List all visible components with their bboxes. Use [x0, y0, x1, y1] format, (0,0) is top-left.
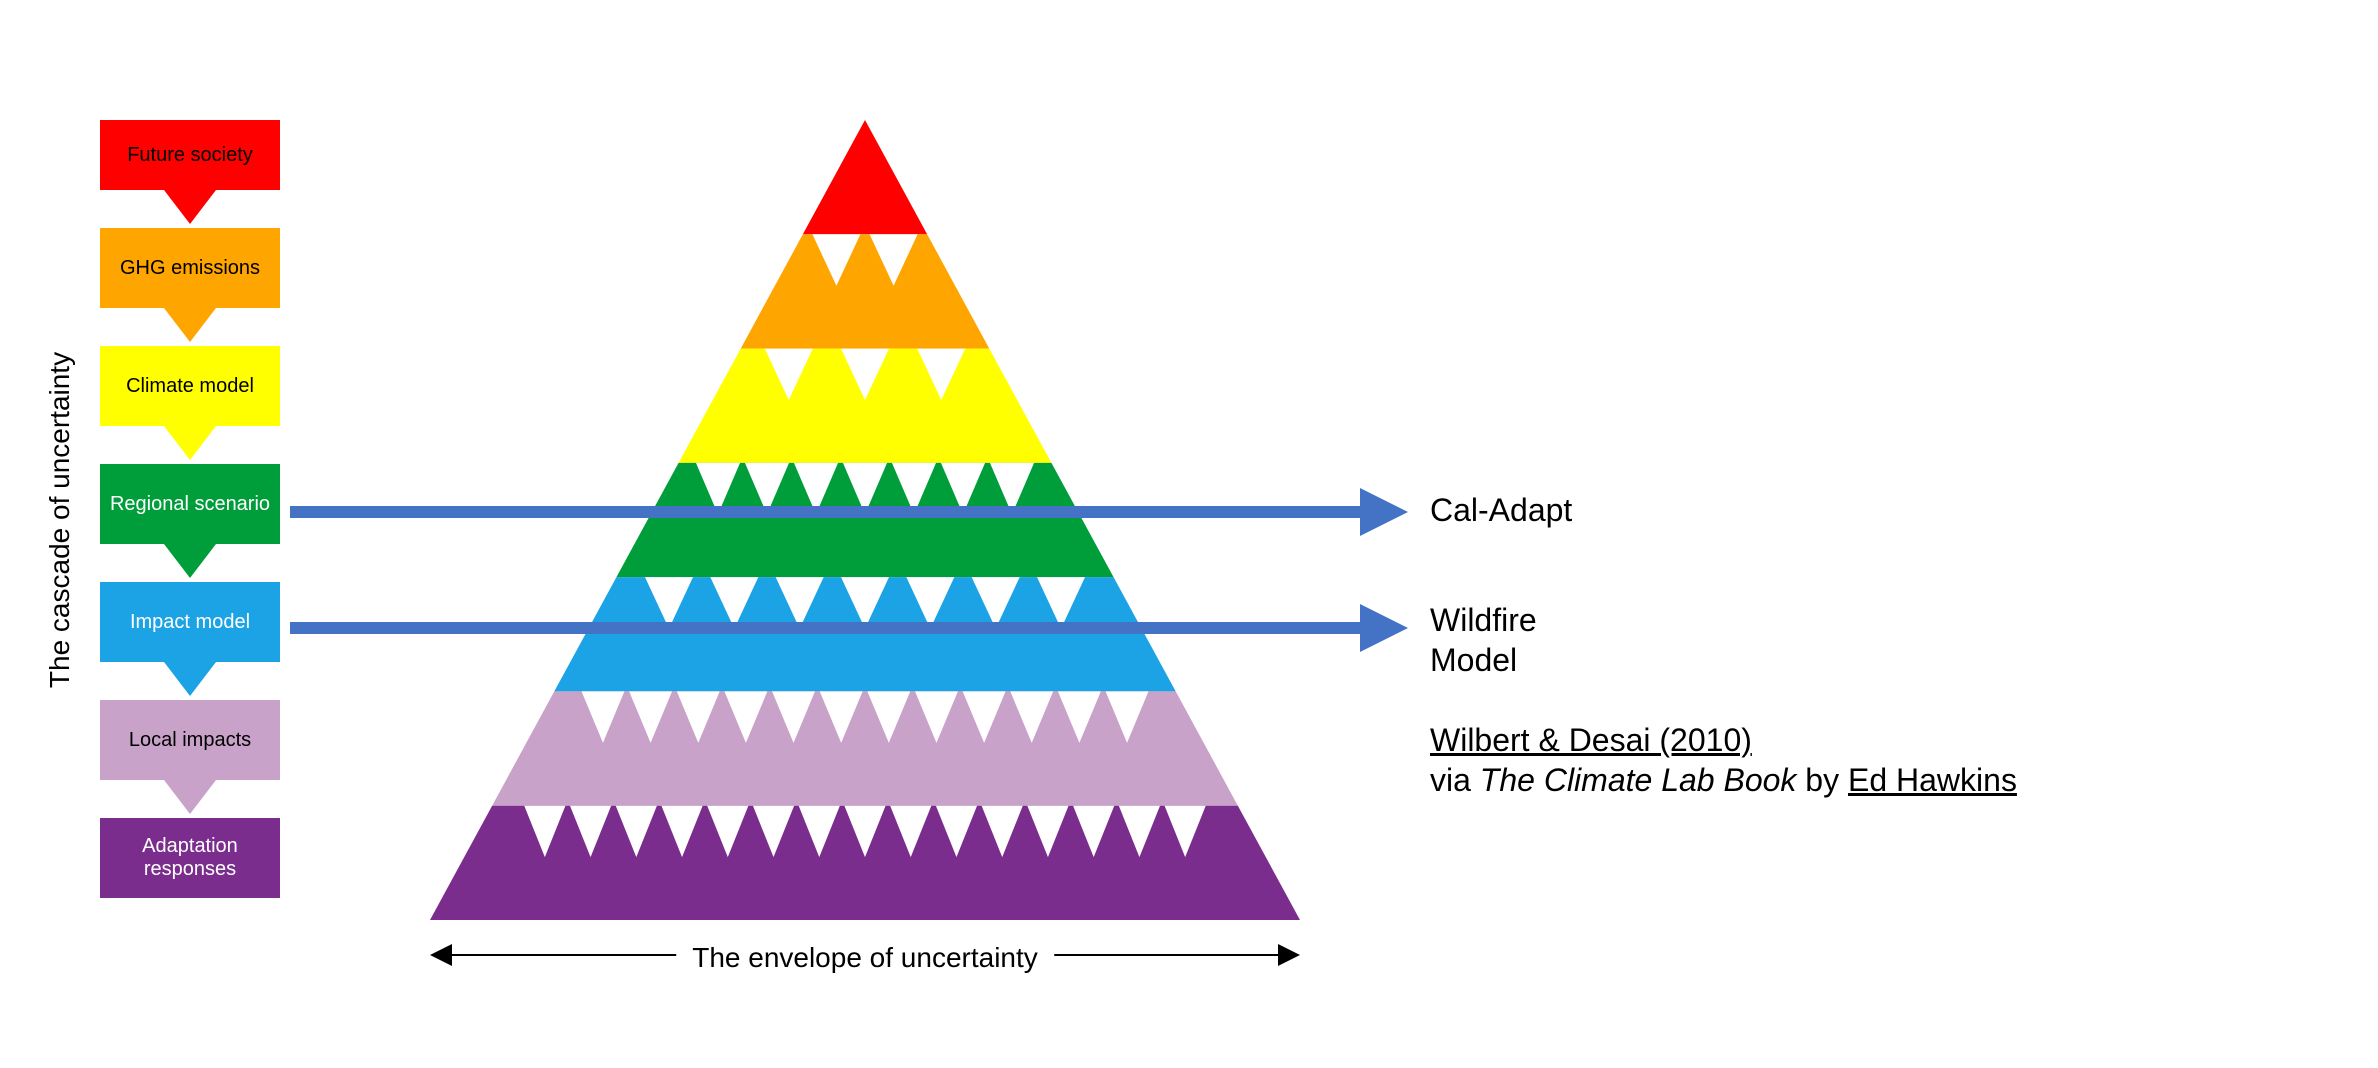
citation-source-author: Ed Hawkins: [1848, 762, 2017, 798]
horizontal-axis-label: The envelope of uncertainty: [676, 942, 1054, 974]
citation-by: by: [1796, 762, 1848, 798]
cascade-box-0: Future society: [100, 120, 280, 190]
cascade-box-6: Adaptation responses: [100, 818, 280, 898]
citation: Wilbert & Desai (2010) via The Climate L…: [1430, 720, 2017, 800]
callout-arrow-1: [290, 622, 1360, 634]
annotation-cal-adapt: Cal-Adapt: [1430, 490, 1572, 530]
cascade-box-3: Regional scenario: [100, 464, 280, 544]
cascade-box-1: GHG emissions: [100, 228, 280, 308]
cascade-box-4: Impact model: [100, 582, 280, 662]
pyramid-band-0: [803, 120, 927, 234]
cascade-box-5: Local impacts: [100, 700, 280, 780]
cascade-arrow-0: [100, 190, 280, 228]
cascade-box-2: Climate model: [100, 346, 280, 426]
citation-authors: Wilbert & Desai (2010): [1430, 722, 1752, 758]
annotation-model: Model: [1430, 640, 1517, 680]
pyramid-band-1: [741, 234, 990, 348]
cascade-arrow-4: [100, 662, 280, 700]
citation-source-title: The Climate Lab Book: [1480, 762, 1797, 798]
cascade-arrow-5: [100, 780, 280, 818]
cascade-arrow-2: [100, 426, 280, 464]
annotation-wildfire: Wildfire: [1430, 600, 1537, 640]
uncertainty-pyramid: [430, 120, 1300, 920]
vertical-axis-label: The cascade of uncertainty: [44, 352, 76, 688]
cascade-column: Future society GHG emissions Climate model…: [100, 120, 280, 898]
diagram-stage: The cascade of uncertainty Future societ…: [0, 0, 2378, 1068]
callout-arrow-0: [290, 506, 1360, 518]
pyramid-svg: [430, 120, 1300, 920]
citation-via: via: [1430, 762, 1480, 798]
cascade-arrow-3: [100, 544, 280, 582]
cascade-arrow-1: [100, 308, 280, 346]
